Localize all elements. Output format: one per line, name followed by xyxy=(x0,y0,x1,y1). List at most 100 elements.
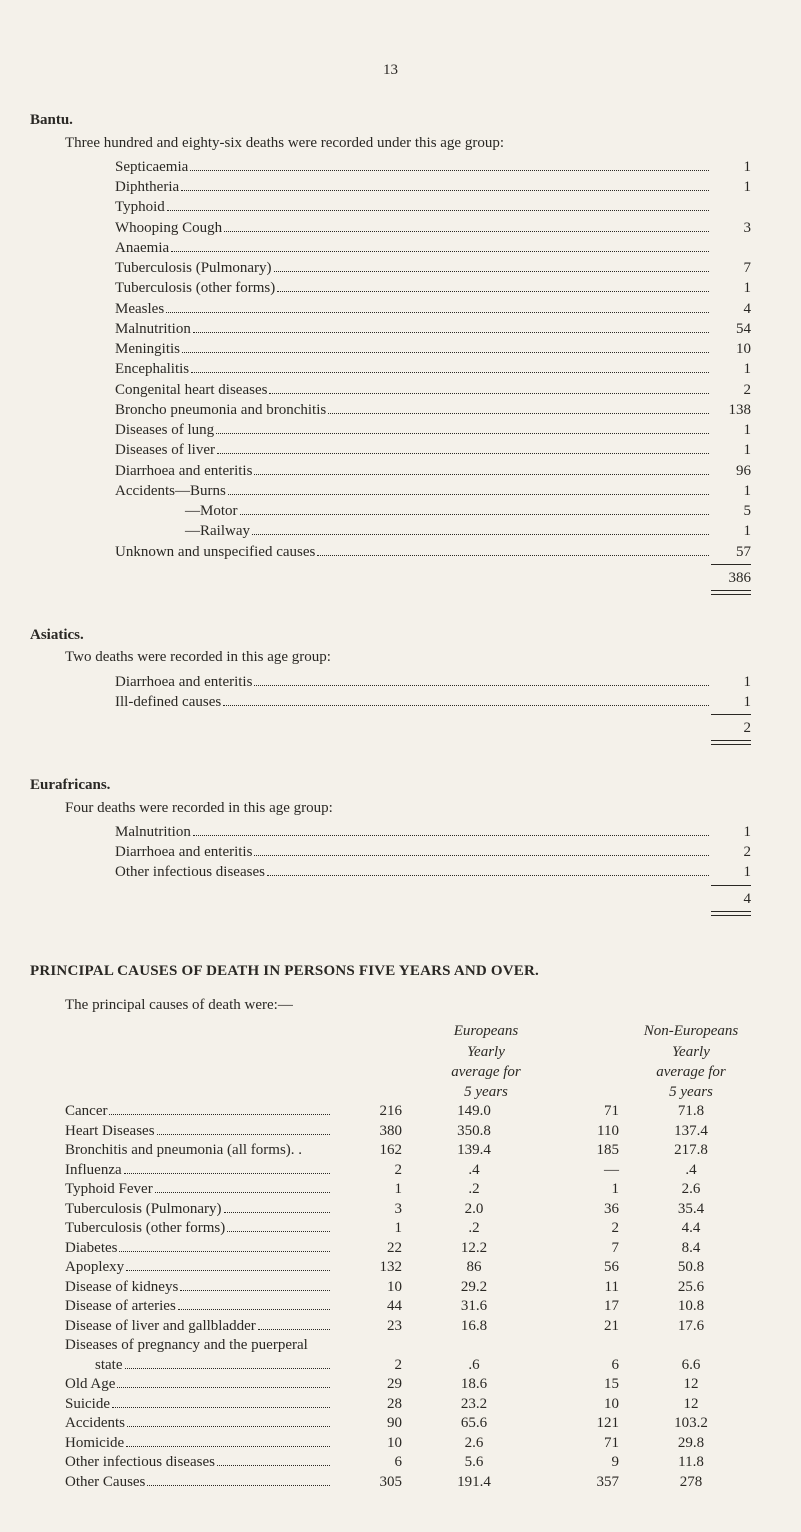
cell-noneuropeans-count: 71 xyxy=(534,1434,631,1454)
item-label: Meningitis xyxy=(115,339,180,359)
leader-dots xyxy=(317,555,709,556)
cell-europeans-count: 2 xyxy=(332,1356,414,1376)
asiatics-intro: Two deaths were recorded in this age gro… xyxy=(65,647,751,667)
list-item: Measles4 xyxy=(115,299,751,319)
cell-noneuropeans-avg: 25.6 xyxy=(631,1278,751,1298)
table-row: Cancer216149.07171.8 xyxy=(65,1102,751,1122)
table-row: Diabetes2212.278.4 xyxy=(65,1239,751,1259)
cell-noneuropeans-count: 9 xyxy=(534,1453,631,1473)
cell-noneuropeans-count: 11 xyxy=(534,1278,631,1298)
table-row: Disease of arteries4431.61710.8 xyxy=(65,1297,751,1317)
leader-dots xyxy=(217,1465,330,1466)
eurafricans-list: Malnutrition1Diarrhoea and enteritis2Oth… xyxy=(115,822,751,883)
cell-europeans-avg: 191.4 xyxy=(414,1473,534,1493)
item-label: Anaemia xyxy=(115,238,169,258)
leader-dots xyxy=(191,372,709,373)
item-value: 96 xyxy=(711,461,751,481)
leader-dots xyxy=(125,1368,331,1369)
principal-table-header: Europeans Yearly average for 5 years Non… xyxy=(65,1021,751,1102)
cell-noneuropeans-count: 185 xyxy=(534,1141,631,1161)
row-label: Diabetes xyxy=(65,1239,117,1259)
cell-europeans-avg: 12.2 xyxy=(414,1239,534,1259)
list-item: Whooping Cough3 xyxy=(115,218,751,238)
leader-dots xyxy=(193,835,709,836)
item-label: Malnutrition xyxy=(115,822,191,842)
item-label: Diarrhoea and enteritis xyxy=(115,461,252,481)
principal-intro: The principal causes of death were:— xyxy=(65,995,751,1015)
cell-europeans-count: 1 xyxy=(332,1180,414,1200)
table-row: Disease of liver and gallbladder2316.821… xyxy=(65,1317,751,1337)
principal-table: Europeans Yearly average for 5 years Non… xyxy=(65,1021,751,1492)
row-label: Disease of arteries xyxy=(65,1297,176,1317)
item-label: Septicaemia xyxy=(115,157,188,177)
leader-dots xyxy=(223,705,709,706)
item-label: Unknown and unspecified causes xyxy=(115,542,315,562)
cell-europeans-count: 29 xyxy=(332,1375,414,1395)
item-label: Diphtheria xyxy=(115,177,179,197)
cell-europeans-count: 162 xyxy=(332,1141,414,1161)
leader-dots xyxy=(258,1329,330,1330)
table-row: Typhoid Fever1.212.6 xyxy=(65,1180,751,1200)
cell-noneuropeans-count: 1 xyxy=(534,1180,631,1200)
cell-noneuropeans-avg: 8.4 xyxy=(631,1239,751,1259)
leader-dots xyxy=(240,514,710,515)
eurafricans-heading: Eurafricans. xyxy=(30,775,751,795)
leader-dots xyxy=(190,170,709,171)
cell-europeans-count: 10 xyxy=(332,1278,414,1298)
cell-europeans-avg: 65.6 xyxy=(414,1414,534,1434)
leader-dots xyxy=(167,210,709,211)
list-item: Ill-defined causes1 xyxy=(115,692,751,712)
bantu-total: 386 xyxy=(711,568,751,588)
item-value: 54 xyxy=(711,319,751,339)
page-number: 13 xyxy=(30,60,751,80)
cell-europeans-avg: 139.4 xyxy=(414,1141,534,1161)
list-item: Meningitis 10 xyxy=(115,339,751,359)
cell-noneuropeans-count: 15 xyxy=(534,1375,631,1395)
cell-noneuropeans-avg: 12 xyxy=(631,1375,751,1395)
row-label: Heart Diseases xyxy=(65,1122,155,1142)
cell-noneuropeans-count: 6 xyxy=(534,1356,631,1376)
cell-noneuropeans-count: 36 xyxy=(534,1200,631,1220)
cell-europeans-avg: 31.6 xyxy=(414,1297,534,1317)
list-item: Tuberculosis (other forms)1 xyxy=(115,278,751,298)
header-europeans: Europeans xyxy=(426,1021,546,1041)
leader-dots xyxy=(109,1114,330,1115)
item-label: —Motor xyxy=(115,501,238,521)
leader-dots xyxy=(193,332,709,333)
item-value: 3 xyxy=(711,218,751,238)
item-label: Tuberculosis (other forms) xyxy=(115,278,275,298)
eurafricans-total: 4 xyxy=(711,889,751,909)
cell-europeans-avg: 18.6 xyxy=(414,1375,534,1395)
leader-dots xyxy=(180,1290,330,1291)
table-row: Other infectious diseases65.6911.8 xyxy=(65,1453,751,1473)
item-value: 10 xyxy=(711,339,751,359)
cell-noneuropeans-count: 17 xyxy=(534,1297,631,1317)
header-yearly-2: Yearly xyxy=(631,1042,751,1062)
item-value: 57 xyxy=(711,542,751,562)
leader-dots xyxy=(119,1251,330,1252)
cell-noneuropeans-count: 7 xyxy=(534,1239,631,1259)
cell-europeans-count: 6 xyxy=(332,1453,414,1473)
item-value: 1 xyxy=(711,157,751,177)
principal-heading: PRINCIPAL CAUSES OF DEATH IN PERSONS FIV… xyxy=(30,961,751,981)
cell-noneuropeans-avg: .4 xyxy=(631,1161,751,1181)
list-item: Malnutrition54 xyxy=(115,319,751,339)
cell-noneuropeans-count: — xyxy=(534,1161,631,1181)
bantu-intro: Three hundred and eighty-six deaths were… xyxy=(65,133,751,153)
cell-europeans-count: 3 xyxy=(332,1200,414,1220)
cell-noneuropeans-count: 10 xyxy=(534,1395,631,1415)
bantu-heading: Bantu. xyxy=(30,110,751,130)
cell-noneuropeans-count: 71 xyxy=(534,1102,631,1122)
item-value: 5 xyxy=(711,501,751,521)
cell-europeans-count: 1 xyxy=(332,1219,414,1239)
cell-noneuropeans-avg: 35.4 xyxy=(631,1200,751,1220)
cell-noneuropeans-count: 2 xyxy=(534,1219,631,1239)
table-row: Other Causes305191.4357278 xyxy=(65,1473,751,1493)
cell-noneuropeans-avg: 4.4 xyxy=(631,1219,751,1239)
row-label: Disease of kidneys xyxy=(65,1278,178,1298)
cell-noneuropeans-avg: 12 xyxy=(631,1395,751,1415)
leader-dots xyxy=(254,855,709,856)
leader-dots xyxy=(254,474,709,475)
item-value: 4 xyxy=(711,299,751,319)
list-item: Typhoid xyxy=(115,197,751,217)
